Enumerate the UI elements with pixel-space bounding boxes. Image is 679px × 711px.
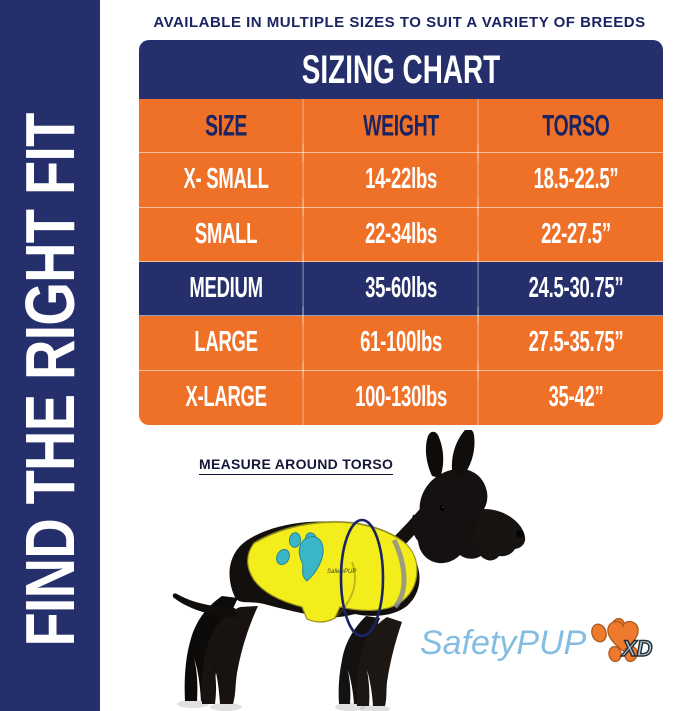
svg-text:SafetyPUP: SafetyPUP xyxy=(420,624,587,662)
svg-text:XD: XD xyxy=(620,636,653,661)
